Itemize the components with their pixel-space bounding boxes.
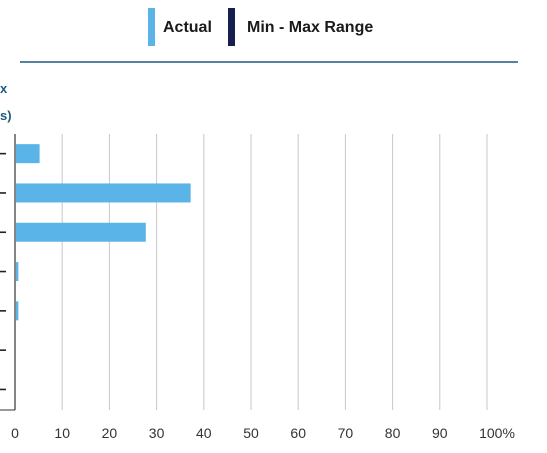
x-tick-label: 40 [196, 425, 212, 441]
legend-swatch-range [228, 8, 235, 46]
x-tick-label: 90 [432, 425, 448, 441]
x-tick-label: 100% [479, 425, 515, 441]
y-axis-label-fragment: x [0, 81, 8, 96]
x-tick-label: 80 [385, 425, 401, 441]
x-tick-label: 60 [290, 425, 306, 441]
bar-actual [16, 144, 40, 164]
bars [16, 144, 191, 321]
legend-swatch-actual [148, 8, 155, 46]
legend-label-range: Min - Max Range [247, 19, 373, 36]
x-tick-label: 20 [102, 425, 118, 441]
x-tick-labels: 0 10 20 30 40 50 60 70 80 90 100% [11, 425, 515, 441]
y-axis-label-fragment: s) [0, 108, 12, 123]
bar-actual [16, 183, 191, 203]
x-tick-label: 30 [149, 425, 165, 441]
x-tick-label: 50 [243, 425, 259, 441]
bar-actual [16, 222, 146, 242]
legend: Actual Min - Max Range [20, 8, 518, 63]
y-tick-marks [0, 152, 6, 391]
bar-actual [16, 301, 19, 321]
bar-actual [16, 262, 19, 282]
x-tick-label: 70 [338, 425, 354, 441]
legend-label-actual: Actual [163, 19, 212, 36]
x-tick-label: 0 [11, 425, 19, 441]
gridlines [0, 134, 488, 411]
x-tick-label: 10 [54, 425, 70, 441]
